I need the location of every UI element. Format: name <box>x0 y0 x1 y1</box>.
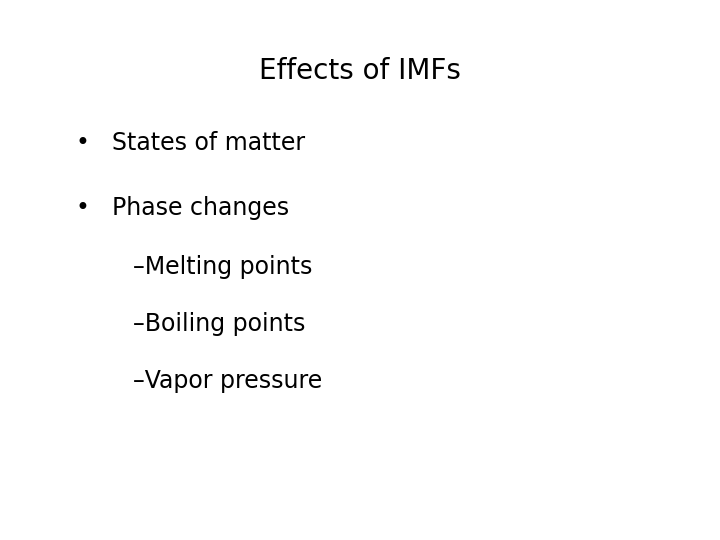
Text: Effects of IMFs: Effects of IMFs <box>259 57 461 85</box>
Text: –Vapor pressure: –Vapor pressure <box>133 369 323 393</box>
Text: States of matter: States of matter <box>112 131 305 155</box>
Text: –Boiling points: –Boiling points <box>133 312 305 336</box>
Text: Phase changes: Phase changes <box>112 196 289 220</box>
Text: •: • <box>76 196 89 220</box>
Text: –Melting points: –Melting points <box>133 255 312 279</box>
Text: •: • <box>76 131 89 155</box>
